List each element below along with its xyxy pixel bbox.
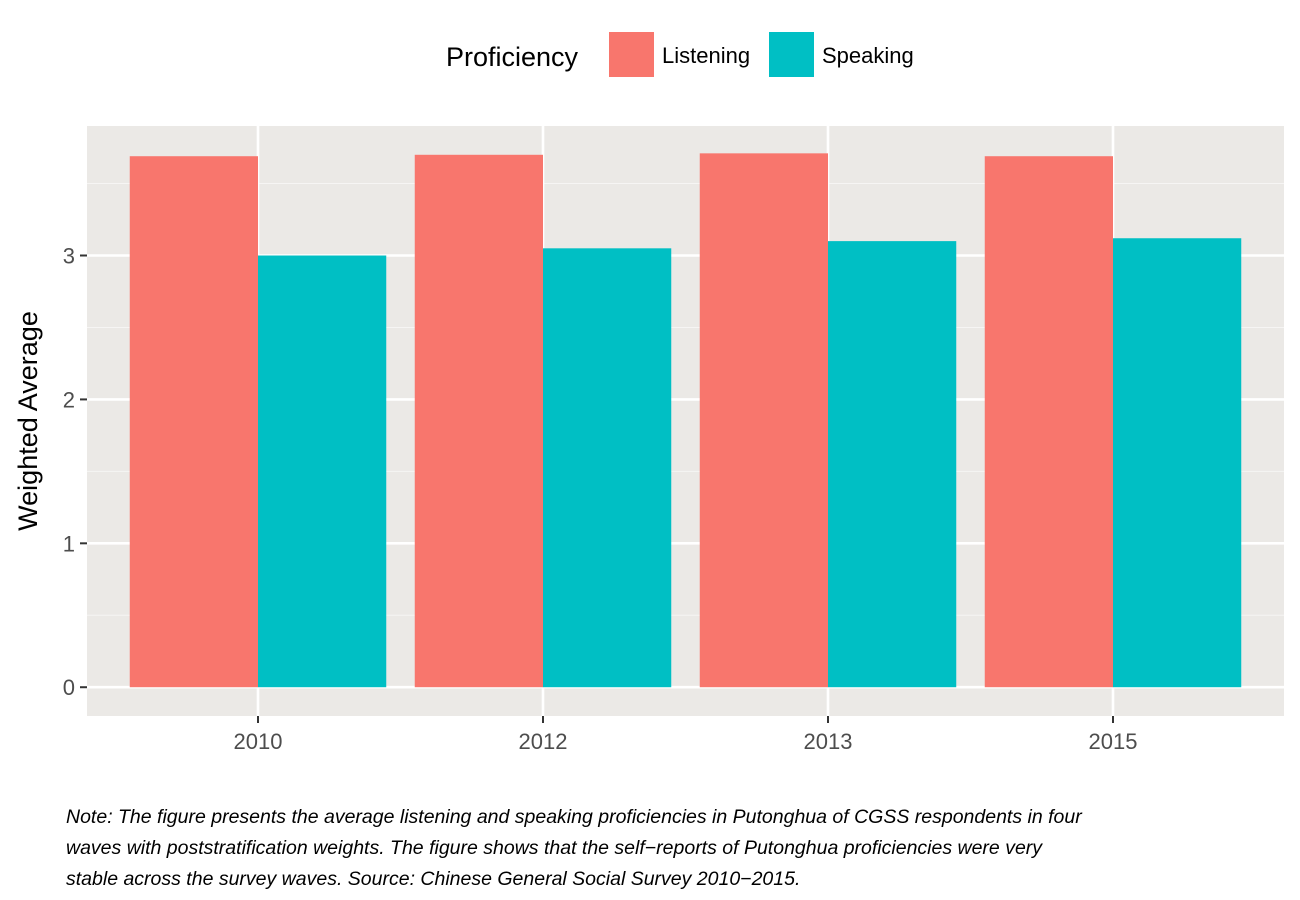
bars: [129, 153, 1242, 688]
bar-speaking-2010: [258, 255, 387, 688]
x-axis: 2010 2012 2013 2015: [234, 716, 1138, 754]
y-tick-label: 2: [63, 387, 75, 412]
y-tick-label: 0: [63, 675, 75, 700]
legend: Proficiency Listening Speaking: [446, 32, 914, 77]
bar-speaking-2012: [543, 248, 672, 688]
x-tick-label: 2012: [519, 729, 568, 754]
x-tick-label: 2010: [234, 729, 283, 754]
y-tick-label: 3: [63, 244, 75, 269]
bar-speaking-2013: [828, 241, 957, 688]
note-line-1: Note: The figure presents the average li…: [66, 806, 1082, 828]
y-axis-title: Weighted Average: [13, 311, 43, 531]
legend-label-speaking: Speaking: [822, 43, 914, 68]
y-axis: 0 1 2 3: [63, 244, 87, 700]
note-line-3: stable across the survey waves. Source: …: [66, 868, 801, 890]
figure-note: Note: The figure presents the average li…: [66, 802, 1266, 895]
bar-speaking-2015: [1113, 238, 1242, 688]
legend-key-listening: [609, 32, 654, 77]
bar-listening-2012: [414, 154, 543, 688]
x-tick-label: 2013: [804, 729, 853, 754]
note-line-2: waves with poststratification weights. T…: [66, 837, 1043, 859]
legend-key-speaking: [769, 32, 814, 77]
bar-listening-2015: [984, 156, 1113, 688]
legend-title: Proficiency: [446, 42, 579, 72]
bar-listening-2013: [699, 153, 828, 688]
bar-chart: 0 1 2 3 2010 2012 2013 2015 Weighted Average P…: [13, 32, 1284, 754]
y-tick-label: 1: [63, 531, 75, 556]
legend-label-listening: Listening: [662, 43, 750, 68]
bar-listening-2010: [129, 156, 258, 688]
x-tick-label: 2015: [1089, 729, 1138, 754]
